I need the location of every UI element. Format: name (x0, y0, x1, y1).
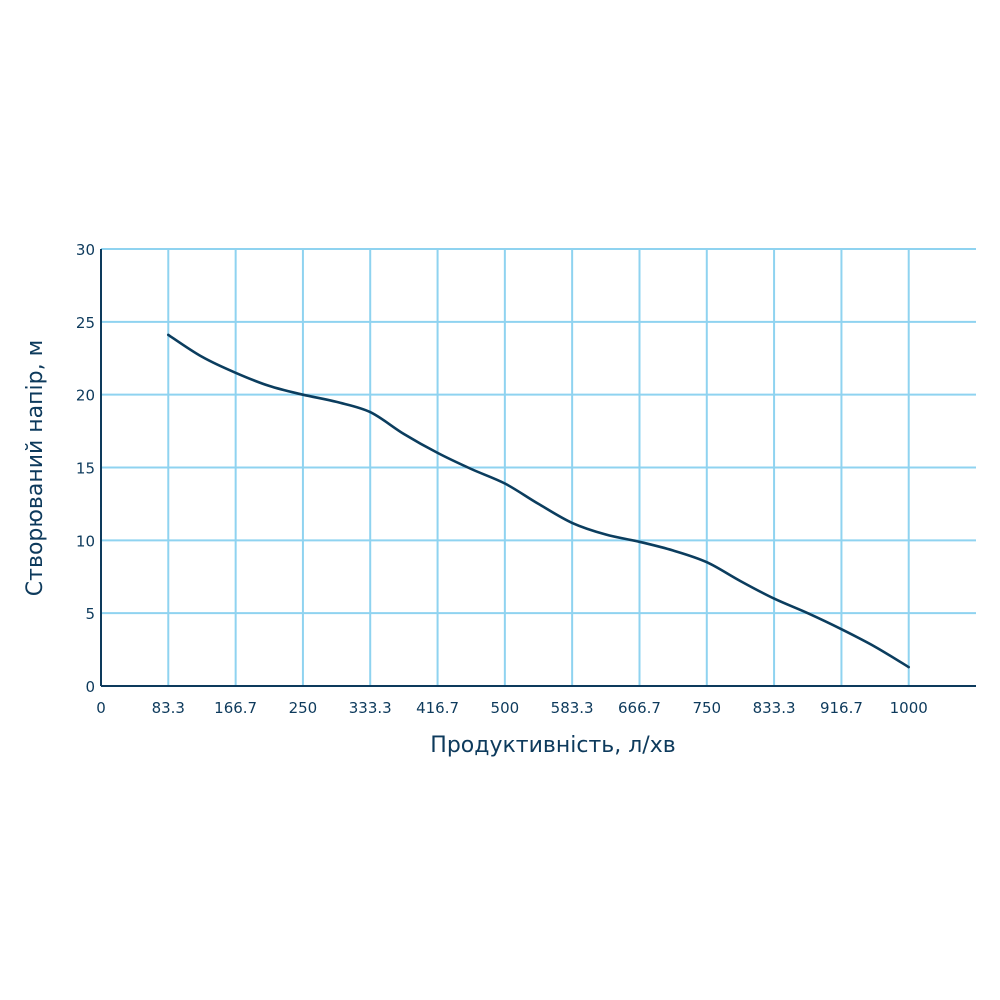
data-point (739, 580, 741, 582)
series-line (167, 333, 910, 669)
x-tick-label: 916.7 (820, 699, 863, 717)
data-point (706, 561, 708, 563)
y-tick-label: 15 (76, 460, 95, 478)
data-point (908, 666, 910, 668)
x-tick-label: 500 (491, 699, 520, 717)
x-tick-label: 250 (289, 699, 318, 717)
data-point (807, 612, 809, 614)
y-tick-label: 25 (76, 314, 95, 332)
y-tick-label: 30 (76, 241, 95, 259)
x-axis-title: Продуктивність, л/хв (430, 733, 675, 758)
data-point (571, 522, 573, 524)
data-point (167, 334, 169, 336)
y-tick-label: 20 (76, 387, 95, 405)
data-point (335, 401, 337, 403)
x-tick-label: 0 (96, 699, 106, 717)
data-point (470, 468, 472, 470)
x-tick-label: 583.3 (551, 699, 594, 717)
data-point (874, 645, 876, 647)
y-tick-label: 5 (85, 605, 95, 623)
series-points (167, 334, 910, 669)
data-point (436, 452, 438, 454)
data-point (201, 356, 203, 358)
x-tick-label: 166.7 (214, 699, 257, 717)
x-tick-label: 750 (692, 699, 721, 717)
data-point (773, 597, 775, 599)
horizontal-gridlines (101, 248, 976, 615)
data-point (369, 411, 371, 413)
data-point (638, 541, 640, 543)
x-tick-label: 833.3 (753, 699, 796, 717)
x-tick-label: 83.3 (152, 699, 185, 717)
data-point (537, 503, 539, 505)
data-point (403, 433, 405, 435)
y-tick-label: 0 (85, 678, 95, 696)
x-tick-labels: 0 83.3 166.7 250 333.3 416.7 500 583.3 666.7 750 8… (96, 699, 928, 717)
y-tick-labels: 0 5 10 15 20 25 30 (76, 241, 95, 696)
x-tick-label: 1000 (890, 699, 928, 717)
y-axis-title: Створюваний напір, м (23, 340, 48, 596)
x-tick-label: 416.7 (416, 699, 459, 717)
x-tick-label: 666.7 (618, 699, 661, 717)
data-point (672, 549, 674, 551)
data-point (268, 385, 270, 387)
data-point (302, 393, 304, 395)
x-tick-label: 333.3 (349, 699, 392, 717)
data-point (840, 628, 842, 630)
data-point (234, 372, 236, 374)
y-tick-label: 10 (76, 532, 95, 550)
data-point (605, 533, 607, 535)
data-point (504, 482, 506, 484)
